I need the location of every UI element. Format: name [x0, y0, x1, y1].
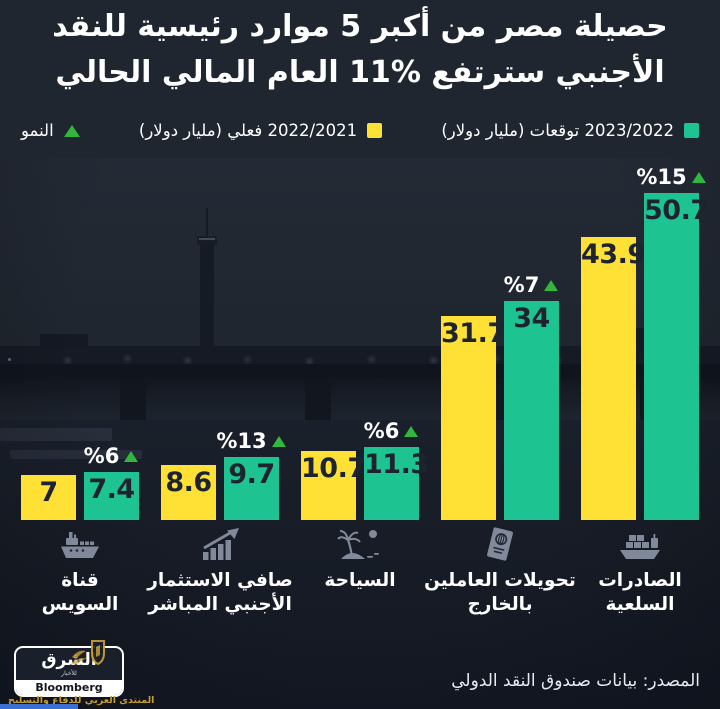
legend-item-forecast: 2023/2022 توقعات (مليار دولار)	[441, 121, 699, 140]
growth-label: %6	[74, 444, 148, 468]
category-label-line: بالخارج	[467, 594, 533, 616]
watermark-text: المنتدى العربي للدفاع والتسليح	[8, 695, 155, 706]
bridge-pier	[305, 378, 331, 422]
chart-legend: 2023/2022 توقعات (مليار دولار) 2022/2021…	[21, 121, 699, 140]
actual-bar: 8.6	[161, 465, 216, 520]
category-label-line: تحويلات العاملين	[424, 570, 576, 591]
cairo-tower-top	[197, 236, 217, 245]
watermark-shield-icon	[70, 637, 110, 675]
legend-label: 2022/2021 فعلي (مليار دولار)	[138, 121, 358, 140]
bar-value-label: 50.7	[644, 195, 709, 226]
chart-title: حصيلة مصر من أكبر 5 موارد رئيسية للنقد ا…	[52, 9, 668, 90]
bar-group: 10.7 11.3 %6 السياحة	[301, 160, 429, 709]
bridge-lights	[8, 358, 11, 361]
forecast-swatch-icon	[684, 123, 699, 138]
category-label-line: صافي الاستثمار	[147, 570, 293, 591]
category-label: السياحة	[283, 569, 437, 593]
growth-value: %6	[83, 444, 120, 468]
forecast-bar: 7.4	[84, 472, 139, 520]
bar-group: 31.7 34 %7 تحويلات العاملين بالخارج	[424, 160, 576, 709]
bridge-pier	[120, 378, 146, 422]
bar-value-label: 7	[39, 477, 58, 508]
bar-chart: 43.9 50.7 %15 الصادرات السلعية 31.7 34 %7 تحوي…	[0, 160, 720, 709]
legend-label: 2023/2022 توقعات (مليار دولار)	[441, 121, 674, 140]
category-label-line: قناة	[61, 570, 99, 591]
growth-up-icon	[691, 171, 706, 183]
growth-label: %13	[214, 429, 288, 453]
asharq-logo-top: الشرق للأخبار	[16, 648, 122, 680]
bar-group: 43.9 50.7 %15 الصادرات السلعية	[581, 160, 709, 709]
forecast-bar: 34	[504, 301, 559, 520]
asharq-logo-subtitle: للأخبار	[61, 669, 77, 677]
asharq-logo-text: الشرق	[41, 649, 97, 670]
cairo-tower-antenna	[206, 208, 208, 238]
bar-value-label: 10.7	[301, 453, 366, 484]
forecast-bar: 9.7	[224, 457, 279, 520]
bar-value-label: 34	[513, 303, 550, 334]
growth-label: %6	[354, 419, 428, 443]
growth-label: %7	[494, 273, 568, 297]
growth-up-icon	[124, 450, 139, 462]
legend-item-actual: 2022/2021 فعلي (مليار دولار)	[138, 121, 383, 140]
growth-up-icon	[271, 435, 286, 447]
bar-value-label: 31.7	[441, 318, 506, 349]
category-label-line: السويس	[41, 594, 119, 616]
source-note: المصدر: بيانات صندوق النقد الدولي	[451, 671, 700, 691]
ship-icon	[21, 526, 139, 562]
bar-group: 7 7.4 %6 قناة السويس	[21, 160, 139, 709]
boat-silhouette	[10, 450, 142, 459]
growth-value: %7	[503, 273, 540, 297]
bar-pair: 7 7.4	[21, 472, 139, 520]
bar-value-label: 8.6	[165, 467, 212, 498]
watermark-ribbon	[0, 704, 78, 709]
bar-pair: 10.7 11.3	[301, 447, 429, 520]
growth-label: %15	[634, 165, 708, 189]
actual-bar: 7	[21, 475, 76, 520]
legend-item-growth: النمو	[21, 121, 80, 140]
cairo-tower-light	[199, 238, 215, 240]
investment-chart-icon	[161, 526, 279, 562]
asharq-bloomberg-logo: الشرق للأخبار Bloomberg	[14, 646, 124, 697]
growth-up-icon	[404, 425, 419, 437]
bar-pair: 31.7 34	[441, 301, 559, 520]
category-label-line: الأجنبي المباشر	[148, 594, 292, 616]
bar-pair: 8.6 9.7	[161, 457, 279, 520]
category-label: الصادرات السلعية	[563, 569, 717, 617]
legend-label: النمو	[21, 121, 54, 140]
building-silhouette	[40, 334, 88, 348]
boat-silhouette	[0, 428, 112, 441]
bar-value-label: 43.9	[581, 239, 646, 270]
category-label: قناة السويس	[3, 569, 157, 617]
actual-swatch-icon	[367, 123, 383, 138]
forecast-bar: 11.3	[364, 447, 429, 520]
growth-value: %6	[363, 419, 400, 443]
growth-triangle-icon	[63, 124, 80, 137]
actual-bar: 43.9	[581, 237, 646, 520]
category-label: صافي الاستثمار الأجنبي المباشر	[143, 569, 297, 617]
passport-icon	[441, 526, 559, 562]
actual-bar: 10.7	[301, 451, 366, 520]
actual-bar: 31.7	[441, 316, 506, 520]
cargo-ship-icon	[581, 526, 699, 562]
bloomberg-logo-text: Bloomberg	[16, 680, 122, 695]
bar-value-label: 11.3	[364, 449, 429, 480]
growth-value: %15	[636, 165, 687, 189]
forecast-bar: 50.7	[644, 193, 709, 520]
category-label: تحويلات العاملين بالخارج	[423, 569, 577, 617]
growth-up-icon	[544, 279, 559, 291]
bar-group: 8.6 9.7 %13 صافي الاستثمار الأجنبي المباشر	[147, 160, 293, 709]
beach-icon	[301, 526, 419, 562]
category-label-line: السياحة	[324, 570, 396, 591]
cairo-tower-silhouette	[200, 244, 214, 360]
category-label-line: الصادرات	[598, 570, 682, 591]
growth-value: %13	[216, 429, 267, 453]
category-label-line: السلعية	[605, 594, 675, 616]
bar-value-label: 7.4	[88, 474, 135, 505]
bar-pair: 43.9 50.7	[581, 193, 709, 520]
bar-value-label: 9.7	[228, 459, 275, 490]
